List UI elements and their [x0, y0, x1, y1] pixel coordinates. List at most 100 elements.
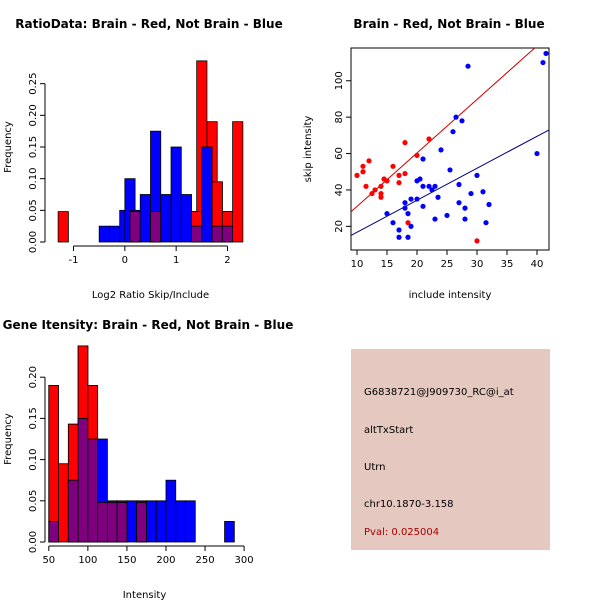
- ratio-hist-bar-not-brain: [139, 194, 151, 243]
- scatter-point-not-brain: [465, 63, 471, 69]
- scatter-fit-line-not-brain: [351, 129, 549, 236]
- ratio-hist-bar-overlap: [191, 225, 203, 243]
- scatter-point-brain: [384, 178, 390, 184]
- scatter-point-not-brain: [420, 156, 426, 162]
- scatter-point-brain: [426, 136, 432, 142]
- ratio-hist-title: RatioData: Brain - Red, Not Brain - Blue: [15, 17, 282, 31]
- scatter-point-not-brain: [534, 150, 540, 157]
- gene-hist-bar-overlap: [67, 479, 79, 543]
- gene-hist-x-tick-label: 300: [235, 555, 254, 566]
- scatter-point-not-brain: [438, 147, 444, 153]
- ratio-hist-bar-brain: [57, 211, 69, 243]
- scatter-point-brain: [396, 172, 402, 178]
- gene-hist-bar-not-brain: [165, 479, 177, 543]
- gene-hist-bar-not-brain: [224, 521, 235, 543]
- scatter-point-brain: [402, 170, 408, 177]
- ratio-hist-bar-overlap: [221, 225, 234, 243]
- scatter-point-not-brain: [417, 176, 423, 182]
- gene-hist-y-tick-label: 0.10: [28, 448, 39, 470]
- ratio-hist-bar-overlap: [129, 211, 141, 243]
- scatter-point-brain: [360, 169, 366, 175]
- scatter-x-tick-label: 15: [381, 259, 394, 270]
- ratio-hist-y-label: Frequency: [3, 121, 14, 173]
- gene-hist-y-label: Frequency: [3, 413, 14, 465]
- gene-hist-bar-brain-top: [67, 423, 79, 481]
- scatter-point-not-brain: [414, 196, 420, 202]
- gene-hist-x-tick-label: 250: [195, 555, 214, 566]
- gene-hist-x-tick-label: 200: [156, 555, 175, 566]
- scatter-point-not-brain: [390, 220, 396, 226]
- scatter-point-not-brain: [432, 216, 438, 222]
- ratio-hist-bar-brain: [232, 121, 244, 243]
- gene-hist-title: Gene Itensity: Brain - Red, Not Brain - …: [3, 318, 294, 332]
- scatter-point-brain: [366, 158, 372, 164]
- gene-hist-bar-brain-top: [87, 385, 99, 440]
- scatter-y-tick-label: 20: [334, 220, 345, 233]
- scatter-point-not-brain: [405, 211, 411, 217]
- ratio-hist-bar-overlap: [150, 211, 162, 243]
- scatter-point-brain: [390, 163, 396, 169]
- scatter-y-tick-label: 100: [334, 71, 345, 90]
- gene-hist-bar-not-brain: [185, 500, 196, 543]
- gene-hist-y-tick-label: 0.15: [28, 407, 39, 429]
- scatter-y-tick-label: 40: [334, 184, 345, 197]
- scatter-y-tick-label: 80: [334, 111, 345, 124]
- scatter-point-not-brain: [483, 220, 489, 226]
- scatter-point-not-brain: [429, 187, 435, 193]
- scatter-point-not-brain: [384, 211, 390, 217]
- gene-hist-bar-brain: [58, 463, 69, 543]
- ratio-hist-y-tick-label: 0.05: [28, 199, 39, 221]
- ratio-hist-y-tick-label: 0.10: [28, 168, 39, 190]
- gene-hist-bar-overlap: [136, 502, 147, 543]
- ratio-hist-bar-brain-top: [211, 181, 223, 227]
- ratio-hist-bar-brain-top: [221, 211, 234, 227]
- scatter-x-tick-label: 35: [501, 259, 514, 270]
- scatter-point-brain: [363, 183, 369, 189]
- event-type-text: altTxStart: [364, 425, 414, 436]
- ratio-hist-x-tick-label: -1: [69, 255, 79, 266]
- gene-hist-bar-overlap: [97, 502, 108, 543]
- ratio-hist-x-tick-label: 1: [173, 255, 179, 266]
- scatter-point-brain: [372, 187, 378, 193]
- gene-hist-x-tick-label: 50: [42, 555, 55, 566]
- scatter-x-tick-label: 25: [441, 259, 454, 270]
- scatter-point-not-brain: [402, 205, 408, 211]
- gene-hist-y-tick-label: 0.20: [28, 366, 39, 388]
- gene-hist-bar-not-brain: [126, 500, 138, 543]
- scatter-point-brain: [405, 220, 411, 226]
- scatter-point-not-brain: [405, 234, 411, 240]
- gene-hist-bar-not-brain: [146, 500, 157, 543]
- scatter-point-not-brain: [435, 194, 441, 200]
- scatter-point-not-brain: [426, 183, 432, 189]
- scatter-title: Brain - Red, Not Brain - Blue: [353, 17, 544, 31]
- ratio-hist-x-tick-label: 2: [224, 255, 230, 266]
- scatter-point-not-brain: [420, 183, 426, 189]
- scatter-point-not-brain: [456, 181, 462, 188]
- ratio-hist-bar-not-brain: [201, 146, 213, 243]
- scatter-x-tick-label: 40: [531, 259, 544, 270]
- scatter-point-not-brain: [447, 167, 453, 173]
- ratio-hist-bar-not-brain: [109, 225, 121, 243]
- ratio-hist-bar-not-brain: [180, 194, 192, 243]
- scatter-point-brain: [360, 163, 366, 169]
- gene-hist-y-tick-label: 0.00: [28, 531, 39, 553]
- ratio-hist-y-tick-label: 0.00: [28, 231, 39, 253]
- ratio-hist-x-tick-label: 0: [122, 255, 128, 266]
- scatter-point-brain: [378, 183, 384, 189]
- gene-hist-bar-brain-top: [48, 385, 59, 522]
- scatter-point-not-brain: [408, 196, 414, 202]
- scatter-point-not-brain: [540, 59, 546, 66]
- ratio-hist-bar-not-brain: [98, 225, 110, 243]
- gene-hist-bar-not-brain: [155, 500, 167, 543]
- scatter-x-tick-label: 20: [411, 259, 424, 270]
- scatter-x-label: include intensity: [409, 290, 492, 301]
- scatter-y-tick-label: 60: [334, 147, 345, 160]
- scatter-point-not-brain: [396, 227, 402, 233]
- scatter-point-not-brain: [456, 200, 462, 206]
- gene-hist-y-tick-label: 0.05: [28, 490, 39, 512]
- scatter-x-tick-label: 10: [351, 259, 364, 270]
- scatter-point-not-brain: [468, 190, 474, 197]
- scatter-point-brain: [474, 238, 480, 244]
- scatter-point-brain: [378, 190, 384, 197]
- scatter-point-brain: [378, 194, 384, 200]
